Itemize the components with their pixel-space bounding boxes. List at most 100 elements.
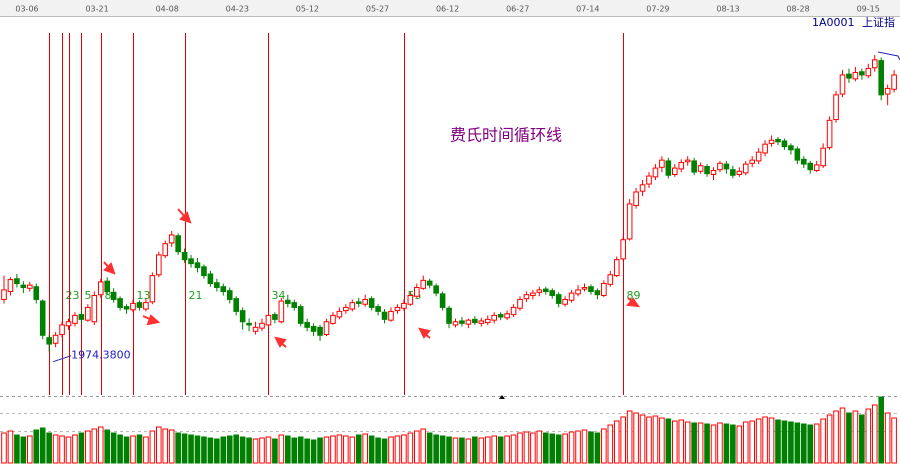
candle-body — [175, 235, 181, 253]
volume-bar — [278, 434, 285, 464]
candle-body — [581, 287, 588, 290]
volume-bar — [613, 420, 620, 464]
volume-bar — [59, 435, 65, 464]
volume-bar — [523, 431, 530, 464]
candle-body — [330, 314, 336, 324]
candle-body — [801, 158, 807, 165]
volume-bar — [168, 429, 175, 464]
volume-bar — [665, 418, 672, 464]
volume-bar — [459, 437, 465, 464]
candle-body — [588, 286, 594, 292]
candle-body — [59, 324, 65, 335]
volume-bar — [91, 428, 98, 464]
pointer-line — [877, 51, 900, 61]
volume-bar — [684, 421, 691, 464]
volume-bar — [323, 436, 330, 464]
candle-body — [246, 322, 252, 326]
candle-body — [394, 306, 401, 312]
candle-body — [472, 318, 478, 324]
candle-body — [833, 94, 839, 121]
candle-body — [27, 284, 33, 289]
date-label: 04-23 — [226, 5, 249, 14]
candle-body — [891, 74, 897, 90]
candle-body — [562, 298, 568, 305]
candle-body — [730, 169, 736, 176]
candle-body — [381, 311, 388, 320]
volume-bar — [401, 434, 407, 464]
candle-body — [620, 239, 627, 260]
candle-body — [252, 326, 259, 332]
date-label: 06-27 — [506, 5, 529, 14]
volume-bar — [575, 430, 581, 464]
volume-bar — [304, 438, 310, 464]
volume-bar — [388, 436, 394, 464]
candle-body — [678, 162, 685, 170]
volume-bar — [865, 408, 872, 464]
volume-bar — [226, 435, 233, 464]
candle-body — [433, 285, 439, 294]
candle-body — [536, 289, 543, 293]
candle-body — [807, 162, 814, 171]
volume-bar — [555, 434, 562, 464]
volume-bar — [214, 438, 220, 464]
candle-body — [601, 283, 607, 296]
volume-bar — [833, 410, 839, 464]
candle-body — [594, 290, 601, 296]
candle-body — [846, 73, 852, 79]
volume-bar — [878, 396, 885, 464]
candle-body — [762, 143, 768, 154]
date-axis-strip — [0, 0, 900, 16]
volume-bar — [426, 432, 433, 464]
candle-body — [72, 314, 78, 324]
volume-bar — [407, 432, 414, 464]
candle-body — [781, 140, 788, 148]
volume-bar — [859, 414, 865, 464]
volume-bar — [530, 432, 536, 464]
volume-bar — [820, 418, 826, 464]
candle-body — [884, 87, 891, 95]
candle-body — [78, 314, 85, 320]
volume-bar — [672, 420, 678, 464]
candle-body — [143, 302, 149, 310]
candle-body — [20, 284, 27, 289]
candle-body — [691, 160, 697, 173]
arrows — [103, 208, 641, 348]
volume-bar — [710, 424, 717, 464]
candle-body — [117, 298, 123, 308]
date-label: 03-06 — [15, 5, 38, 14]
arrow-head — [179, 211, 192, 224]
volume-bar — [414, 430, 420, 464]
candle-body — [717, 162, 723, 171]
volume-bar — [181, 433, 188, 464]
volume-bar — [839, 407, 846, 464]
volume-bar — [162, 428, 169, 464]
volume-bar — [252, 438, 259, 464]
cycle-label: 3 — [73, 289, 80, 302]
volume-bar — [510, 434, 517, 464]
volume-bar — [601, 428, 607, 464]
candle-body — [607, 274, 614, 285]
volume-bar — [259, 437, 265, 464]
volume-bar — [156, 426, 162, 464]
volume-bar — [730, 424, 736, 464]
volume-bar — [368, 435, 375, 464]
volume-bar — [149, 430, 156, 464]
date-label: 03-21 — [85, 5, 108, 14]
volume-bar — [659, 417, 665, 464]
candle-body — [52, 334, 59, 344]
volume-bar — [762, 416, 768, 464]
volume-bar — [291, 437, 298, 464]
volume-bar — [801, 423, 807, 464]
candle-body — [504, 313, 510, 319]
volume-bar — [446, 436, 452, 464]
arrow-head — [418, 327, 431, 339]
candle-body — [323, 321, 330, 335]
volume-bar — [317, 437, 323, 464]
volume-bar — [27, 435, 33, 464]
candle-body — [446, 307, 452, 324]
candle-body — [304, 322, 310, 328]
cycle-label: 13 — [137, 289, 151, 302]
volume-bar — [678, 419, 685, 464]
symbol: 1A0001 — [812, 16, 855, 29]
candle-body — [646, 175, 652, 185]
